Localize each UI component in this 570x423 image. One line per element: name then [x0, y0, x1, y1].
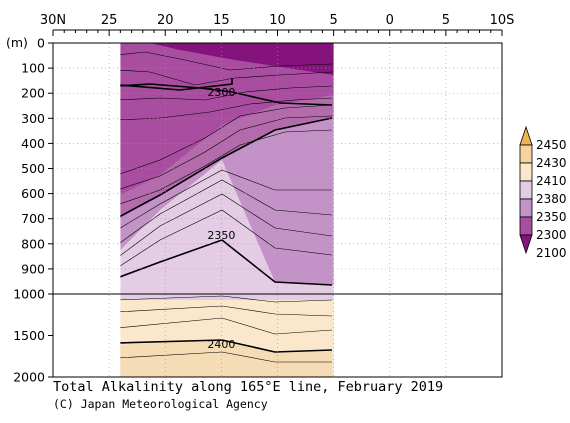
contour-label: 2400 — [207, 338, 235, 351]
contour-thin-13 — [120, 317, 333, 335]
x-tick-label: 10S — [490, 13, 515, 28]
y-tick-label: 2000 — [13, 370, 45, 385]
contour-thin-8 — [120, 179, 333, 243]
band-2300-mid — [120, 95, 334, 218]
contour-thin-10 — [120, 209, 333, 267]
contour-thick-4 — [120, 83, 333, 106]
y-tick-label: 600 — [21, 186, 45, 201]
plot-frame — [52, 42, 503, 378]
colorbar-label: 2350 — [536, 210, 567, 224]
colorbar-cap-top — [519, 125, 533, 146]
contour-thick-2 — [120, 239, 333, 286]
y-tick-label: 1500 — [13, 328, 45, 343]
contour-thin-0 — [120, 51, 333, 71]
y-tick-label: 900 — [21, 261, 45, 276]
colorbar-label: 2300 — [536, 228, 567, 242]
colorbar-swatch-4 — [519, 198, 533, 218]
y-unit-label: (m) — [6, 35, 28, 50]
contour-thick-0 — [120, 78, 233, 91]
colorbar-label: 2100 — [536, 246, 567, 260]
contour-thin-5 — [120, 115, 333, 190]
y-tick-label: 1000 — [13, 287, 45, 302]
contour-line-layer — [120, 51, 333, 363]
chart-title: Total Alkalinity along 165°E line, Febru… — [53, 379, 444, 395]
contour-thick-1 — [120, 117, 333, 218]
credit-line: (C) Japan Meteorological Agency — [53, 397, 268, 411]
gridline-layer — [53, 43, 502, 377]
contour-thin-2 — [120, 85, 333, 101]
contour-thin-12 — [120, 305, 333, 317]
core-2100 — [150, 43, 334, 75]
contour-thin-4 — [120, 104, 333, 175]
contour-thin-9 — [120, 193, 333, 256]
colorbar-label: 2430 — [536, 156, 567, 170]
contour-thick-3 — [120, 339, 333, 353]
contour-label: 2300 — [207, 86, 235, 99]
colorbar-label: 2410 — [536, 174, 567, 188]
x-tick-label: 20 — [157, 13, 174, 28]
y-tick-label: 500 — [21, 161, 45, 176]
x-tick-label: 5 — [329, 13, 337, 28]
x-tick-label: 15 — [213, 13, 230, 28]
contour-label-layer: 2300 2350 2400 — [207, 86, 235, 351]
contour-thin-7 — [120, 169, 332, 229]
y-tick-label: 0 — [37, 36, 45, 51]
x-tick-label: 30N — [40, 13, 66, 28]
x-tick-label: 5 — [442, 13, 450, 28]
contour-thin-1 — [120, 69, 333, 86]
colorbar-swatch-3 — [519, 180, 533, 200]
colorbar-swatch-1 — [519, 144, 533, 164]
colorbar-swatch-2 — [519, 162, 533, 182]
y-tick-label: 800 — [21, 236, 45, 251]
y-tick-label: 400 — [21, 136, 45, 151]
band-2410-2430-deep — [120, 340, 332, 377]
contour-fill-layer — [120, 43, 334, 377]
y-tick-label: 100 — [21, 61, 45, 76]
y-tick-label: 300 — [21, 111, 45, 126]
x-tick-label: 25 — [101, 13, 118, 28]
colorbar: 2450 2430 2410 2380 2350 2300 2100 — [519, 125, 567, 260]
contour-thin-6 — [120, 129, 333, 205]
contour-thin-3 — [120, 97, 333, 121]
y-tick-label: 700 — [21, 211, 45, 226]
colorbar-label: 2450 — [536, 138, 567, 152]
x-tick-label: 10 — [269, 13, 286, 28]
x-tick-label: 0 — [386, 13, 394, 28]
contour-thin-14 — [120, 351, 332, 363]
contour-label: 2350 — [207, 229, 235, 242]
axes-layer: 30N 25 20 15 10 5 0 5 10S 0 100 200 300 400 500 600 700 8… — [6, 13, 514, 385]
contour-thin-11 — [120, 295, 333, 303]
y-tick-label: 200 — [21, 86, 45, 101]
colorbar-cap-bottom — [519, 234, 533, 255]
colorbar-swatch-5 — [519, 216, 533, 236]
colorbar-label: 2380 — [536, 192, 567, 206]
